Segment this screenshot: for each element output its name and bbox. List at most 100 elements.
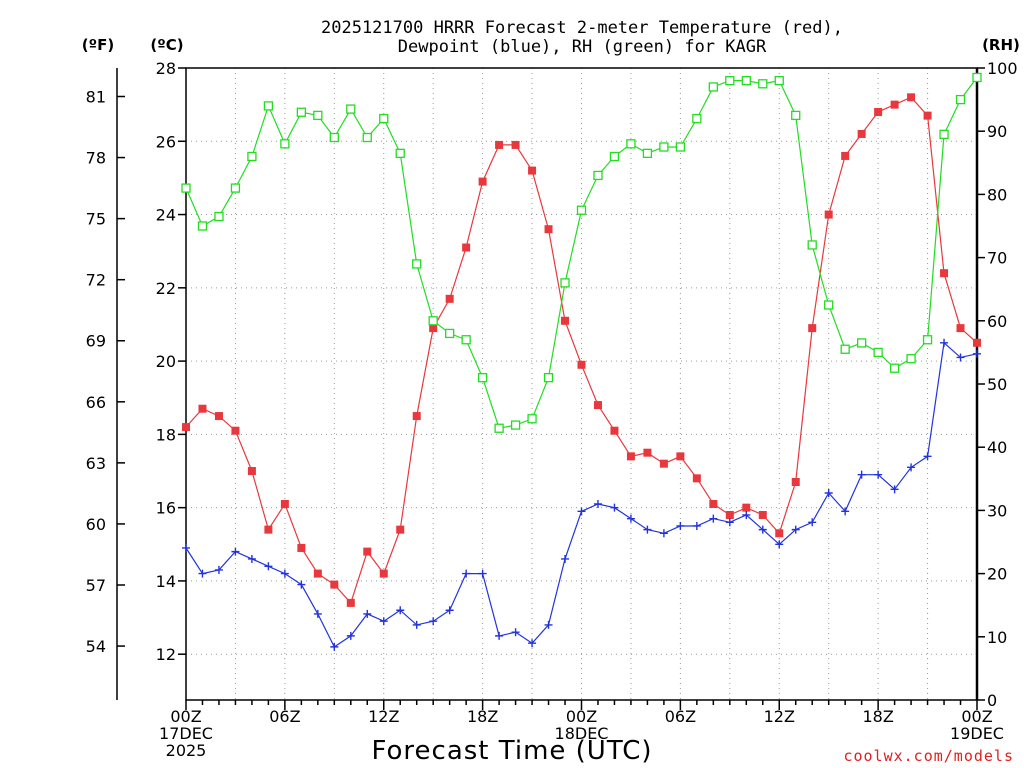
dewpoint-point	[231, 547, 240, 556]
rh-point	[725, 75, 735, 86]
rh-point	[329, 132, 339, 143]
temperature-point	[495, 140, 504, 149]
celsius-tick-label: 24	[156, 206, 176, 225]
temperature-point	[857, 129, 866, 138]
temperature-point	[775, 529, 784, 538]
fahrenheit-tick-label: 78	[86, 149, 106, 168]
rh-point	[346, 104, 356, 114]
temperature-point	[182, 423, 190, 432]
rh-tick-label: 20	[987, 565, 1007, 584]
temperature-point	[429, 324, 438, 333]
data-series	[181, 72, 982, 651]
x-tick-label: 12Z	[368, 707, 399, 726]
rh-point	[939, 129, 949, 140]
temperature-point	[462, 243, 471, 252]
rh-point	[692, 113, 702, 124]
celsius-tick-label: 16	[156, 499, 176, 518]
temperature-point	[824, 210, 833, 219]
temperature-point	[280, 499, 289, 508]
dewpoint-point	[544, 620, 553, 629]
rh-point	[626, 139, 636, 149]
dewpoint-point	[313, 609, 322, 618]
dewpoint-point	[758, 525, 767, 534]
dewpoint-point	[676, 521, 685, 530]
x-axis-label: Forecast Time (UTC)	[371, 736, 652, 766]
rh-point	[856, 338, 867, 348]
dewpoint-point	[478, 569, 487, 578]
temperature-point	[214, 412, 223, 421]
dewpoint-point	[495, 631, 504, 640]
rh-point	[428, 316, 438, 326]
x-tick-label: 00Z	[566, 707, 597, 726]
fahrenheit-tick-label: 54	[86, 637, 106, 656]
rh-point	[197, 221, 208, 231]
rh-point	[527, 414, 537, 424]
rh-point	[230, 183, 241, 193]
axes: 12 14 16 18 20 22 24 26 28 54 57 60 63 66 69 72 75 78 81 0 1…	[86, 59, 1018, 760]
dewpoint-point	[214, 565, 223, 574]
dewpoint-point	[182, 543, 190, 552]
rh-point	[247, 151, 257, 162]
x-tick-label: 18Z	[862, 707, 893, 726]
rh-point	[560, 278, 570, 288]
temperature-point	[511, 140, 520, 149]
rh-tick-label: 10	[987, 628, 1007, 647]
rh-series	[181, 72, 982, 433]
dewpoint-point	[198, 569, 207, 578]
rh-tick-label: 40	[987, 438, 1007, 457]
temperature-point	[313, 569, 322, 578]
rh-point	[379, 113, 389, 124]
temperature-point	[544, 225, 553, 234]
dewpoint-point	[379, 617, 388, 626]
temperature-point	[610, 426, 619, 435]
temperature-point	[363, 547, 372, 556]
rh-point	[296, 107, 307, 117]
dewpoint-point	[841, 507, 850, 516]
dewpoint-point	[808, 518, 817, 527]
fahrenheit-tick-label: 75	[86, 210, 106, 229]
celsius-tick-label: 12	[156, 645, 176, 664]
temperature-point	[808, 324, 817, 333]
x-tick-label: 2025	[166, 741, 207, 760]
temperature-point	[445, 294, 454, 303]
x-tick-label: 19DEC	[950, 724, 1004, 743]
dewpoint-point	[857, 470, 866, 479]
rh-point	[313, 110, 323, 121]
rh-tick-label: 60	[987, 312, 1007, 331]
x-tick-label: 00Z	[961, 707, 992, 726]
rh-point	[609, 151, 620, 162]
rh-point	[543, 373, 554, 383]
dewpoint-point	[528, 639, 537, 648]
rh-tick-label: 50	[987, 375, 1007, 394]
fahrenheit-tick-label: 63	[86, 454, 106, 473]
rh-point	[659, 142, 669, 152]
rh-point	[412, 259, 422, 269]
rh-point	[840, 344, 850, 354]
dewpoint-point	[577, 507, 586, 516]
rh-tick-label: 90	[987, 122, 1007, 141]
rh-point	[774, 75, 784, 86]
temperature-point	[593, 401, 602, 410]
celsius-unit-label: (ºC)	[150, 36, 183, 54]
dewpoint-point	[445, 606, 454, 615]
rh-tick-label: 30	[987, 501, 1007, 520]
dewpoint-point	[247, 554, 256, 563]
rh-point	[280, 139, 290, 149]
rh-point	[922, 335, 933, 345]
dewpoint-point	[593, 499, 602, 508]
dewpoint-point	[429, 617, 438, 626]
fahrenheit-tick-label: 72	[86, 271, 106, 290]
fahrenheit-tick-label: 69	[86, 332, 106, 351]
rh-point	[758, 79, 768, 89]
temperature-point	[297, 543, 306, 552]
dewpoint-point	[561, 554, 570, 563]
temperature-point	[956, 324, 965, 333]
rh-point	[791, 110, 801, 121]
temperature-point	[346, 598, 355, 607]
temperature-point	[626, 452, 635, 461]
dewpoint-point	[462, 569, 471, 578]
dewpoint-point	[890, 485, 899, 494]
rh-point	[181, 183, 191, 193]
rh-unit-label: (RH)	[982, 36, 1020, 54]
